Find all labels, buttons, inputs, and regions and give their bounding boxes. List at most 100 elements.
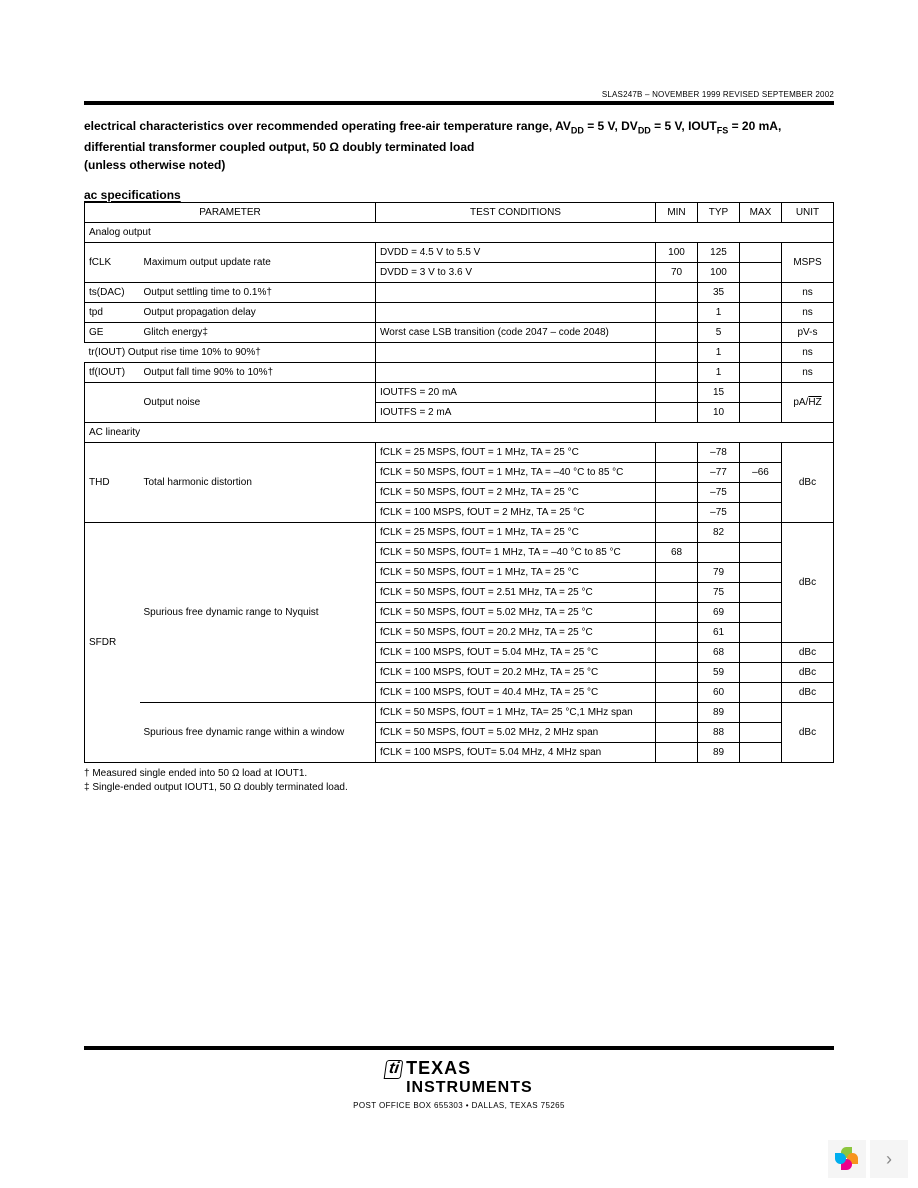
fclk-desc: Maximum output update rate bbox=[140, 242, 376, 282]
sfdr-c3: fCLK = 50 MSPS, fOUT = 1 MHz, TA = 25 °C bbox=[376, 562, 656, 582]
fclk-sym: fCLK bbox=[85, 242, 140, 282]
sfdr-wc3: fCLK = 100 MSPS, fOUT= 5.04 MHz, 4 MHz s… bbox=[376, 742, 656, 762]
sfdr-wc2: fCLK = 50 MSPS, fOUT = 5.02 MHz, 2 MHz s… bbox=[376, 722, 656, 742]
thd-c2: fCLK = 50 MSPS, fOUT = 1 MHz, TA = –40 °… bbox=[376, 462, 656, 482]
sfdr-nyq-desc: Spurious free dynamic range to Nyquist bbox=[140, 522, 376, 702]
sfdr-c9: fCLK = 100 MSPS, fOUT = 40.4 MHz, TA = 2… bbox=[376, 682, 656, 702]
ti-logo: ti TEXAS INSTRUMENTS bbox=[385, 1058, 532, 1097]
sfdr-c5: fCLK = 50 MSPS, fOUT = 5.02 MHz, TA = 25… bbox=[376, 602, 656, 622]
table-row: tpd Output propagation delay 1 ns bbox=[85, 302, 834, 322]
thd-t1: –78 bbox=[698, 442, 740, 462]
ge-typ: 5 bbox=[698, 322, 740, 342]
noise-desc: Output noise bbox=[140, 382, 376, 422]
noise-typ1: 15 bbox=[698, 382, 740, 402]
thd-t3: –75 bbox=[698, 482, 740, 502]
table-row: tf(IOUT) Output fall time 90% to 10%† 1 … bbox=[85, 362, 834, 382]
intro-2d: doubly terminated load bbox=[339, 140, 474, 154]
fclk-cond1: DVDD = 4.5 V to 5.5 V bbox=[376, 242, 656, 262]
ge-sym: GE bbox=[85, 322, 140, 342]
thd-m2: –66 bbox=[740, 462, 782, 482]
sfdr-c1: fCLK = 25 MSPS, fOUT = 1 MHz, TA = 25 °C bbox=[376, 522, 656, 542]
tpd-typ: 1 bbox=[698, 302, 740, 322]
table-row: GE Glitch energy‡ Worst case LSB transit… bbox=[85, 322, 834, 342]
ti-logo-mark: ti bbox=[384, 1060, 403, 1079]
thd-c3: fCLK = 50 MSPS, fOUT = 2 MHz, TA = 25 °C bbox=[376, 482, 656, 502]
omega: Ω bbox=[329, 140, 339, 154]
thd-sym: THD bbox=[85, 442, 140, 522]
sfdr-c4: fCLK = 50 MSPS, fOUT = 2.51 MHz, TA = 25… bbox=[376, 582, 656, 602]
ti-logo-text: TEXAS INSTRUMENTS bbox=[406, 1058, 533, 1097]
sfdr-t1: 82 bbox=[698, 522, 740, 542]
sub-dd-2: DD bbox=[638, 125, 651, 135]
intro-paragraph: electrical characteristics over recommen… bbox=[84, 117, 834, 174]
col-conditions: TEST CONDITIONS bbox=[376, 202, 656, 222]
pinwheel-icon bbox=[835, 1147, 859, 1171]
table-row: fCLK Maximum output update rate DVDD = 4… bbox=[85, 242, 834, 262]
table-row: THD Total harmonic distortion fCLK = 25 … bbox=[85, 442, 834, 462]
fclk-min1: 100 bbox=[656, 242, 698, 262]
thd-unit: dBc bbox=[782, 442, 834, 522]
thd-t4: –75 bbox=[698, 502, 740, 522]
sfdr-t7: 68 bbox=[698, 642, 740, 662]
col-unit: UNIT bbox=[782, 202, 834, 222]
intro-2b: = 5 V, IOUT bbox=[651, 119, 717, 133]
tsdac-desc: Output settling time to 0.1%† bbox=[140, 282, 376, 302]
sub-fs: FS bbox=[717, 125, 729, 135]
footer: ti TEXAS INSTRUMENTS POST OFFICE BOX 655… bbox=[84, 1046, 834, 1110]
sfdr-t6: 61 bbox=[698, 622, 740, 642]
ge-cond: Worst case LSB transition (code 2047 – c… bbox=[376, 322, 656, 342]
table-row: Spurious free dynamic range within a win… bbox=[85, 702, 834, 722]
tpd-unit: ns bbox=[782, 302, 834, 322]
page: SLAS247B – NOVEMBER 1999 REVISED SEPTEMB… bbox=[0, 0, 918, 795]
sfdr-wt3: 89 bbox=[698, 742, 740, 762]
sfdr-t5: 69 bbox=[698, 602, 740, 622]
thd-desc: Total harmonic distortion bbox=[140, 442, 376, 522]
ge-desc: Glitch energy‡ bbox=[140, 322, 376, 342]
fclk-unit: MSPS bbox=[782, 242, 834, 282]
tsdac-sym: ts(DAC) bbox=[85, 282, 140, 302]
thd-c1: fCLK = 25 MSPS, fOUT = 1 MHz, TA = 25 °C bbox=[376, 442, 656, 462]
sfdr-c7: fCLK = 100 MSPS, fOUT = 5.04 MHz, TA = 2… bbox=[376, 642, 656, 662]
section-analog-cell: Analog output bbox=[85, 222, 834, 242]
intro-1a: electrical characteristics over recommen… bbox=[84, 119, 571, 133]
tpd-desc: Output propagation delay bbox=[140, 302, 376, 322]
table-row: SFDR Spurious free dynamic range to Nyqu… bbox=[85, 522, 834, 542]
spec-table: PARAMETER TEST CONDITIONS MIN TYP MAX UN… bbox=[84, 202, 834, 763]
gallery-next-button[interactable]: › bbox=[870, 1140, 908, 1178]
footnote-1: † Measured single ended into 50 Ω load a… bbox=[84, 767, 834, 781]
sfdr-u8: dBc bbox=[782, 662, 834, 682]
sfdr-c6: fCLK = 50 MSPS, fOUT = 20.2 MHz, TA = 25… bbox=[376, 622, 656, 642]
tfiout-desc: Output fall time 90% to 10%† bbox=[140, 362, 376, 382]
intro-2a: DV bbox=[621, 119, 638, 133]
footnote-2: ‡ Single-ended output IOUT1, 50 Ω doubly… bbox=[84, 781, 834, 795]
noise-unit: pA/HZ bbox=[782, 382, 834, 422]
intro-1b: = 5 V, bbox=[584, 119, 618, 133]
col-min: MIN bbox=[656, 202, 698, 222]
table-row: tr(IOUT) Output rise time 10% to 90%† 1 … bbox=[85, 342, 834, 362]
top-rule bbox=[84, 101, 834, 105]
sfdr-t8: 59 bbox=[698, 662, 740, 682]
footnotes: † Measured single ended into 50 Ω load a… bbox=[84, 767, 834, 795]
gallery-logo-button[interactable] bbox=[828, 1140, 866, 1178]
tsdac-unit: ns bbox=[782, 282, 834, 302]
header-row: PARAMETER TEST CONDITIONS MIN TYP MAX UN… bbox=[85, 202, 834, 222]
sfdr-u7: dBc bbox=[782, 642, 834, 662]
tfiout-unit: ns bbox=[782, 362, 834, 382]
table-row: Output noise IOUTFS = 20 mA 15 pA/HZ bbox=[85, 382, 834, 402]
section-linearity-cell: AC linearity bbox=[85, 422, 834, 442]
ti-brand-1: TEXAS bbox=[406, 1058, 533, 1079]
sfdr-win-desc: Spurious free dynamic range within a win… bbox=[140, 702, 376, 762]
col-parameter: PARAMETER bbox=[85, 202, 376, 222]
sub-dd-1: DD bbox=[571, 125, 584, 135]
fclk-cond2: DVDD = 3 V to 3.6 V bbox=[376, 262, 656, 282]
fclk-typ2: 100 bbox=[698, 262, 740, 282]
triout-typ: 1 bbox=[698, 342, 740, 362]
tfiout-typ: 1 bbox=[698, 362, 740, 382]
triout-unit: ns bbox=[782, 342, 834, 362]
thd-t2: –77 bbox=[698, 462, 740, 482]
fclk-typ1: 125 bbox=[698, 242, 740, 262]
section-ac-linearity: AC linearity bbox=[85, 422, 834, 442]
triout-desc: tr(IOUT) Output rise time 10% to 90%† bbox=[85, 342, 376, 362]
fclk-min2: 70 bbox=[656, 262, 698, 282]
ti-brand-2: INSTRUMENTS bbox=[406, 1079, 533, 1097]
